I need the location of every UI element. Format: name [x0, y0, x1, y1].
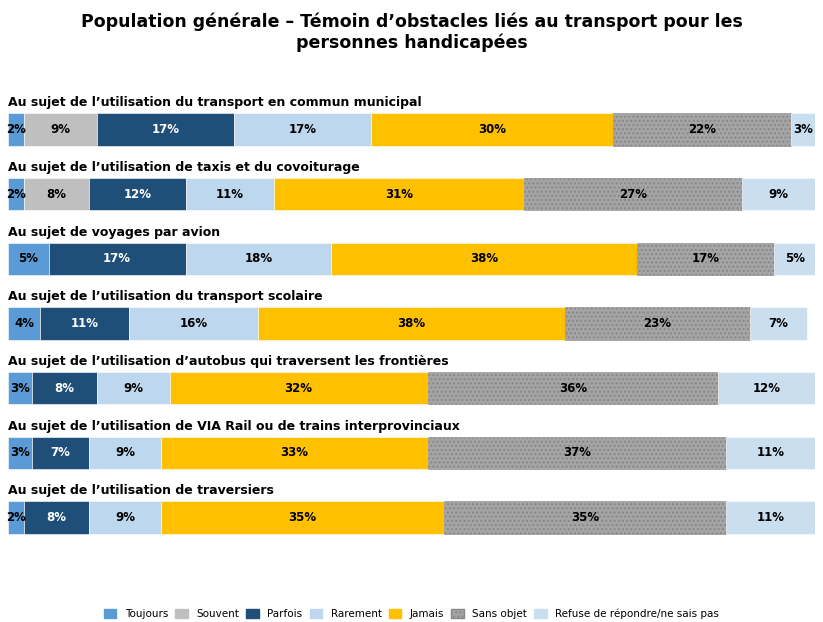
Text: Au sujet de l’utilisation d’autobus qui traversent les frontières: Au sujet de l’utilisation d’autobus qui …	[8, 355, 449, 368]
Bar	[8, 501, 25, 534]
Text: 38%: 38%	[470, 253, 498, 265]
Bar	[97, 372, 170, 404]
Bar	[718, 372, 815, 404]
Text: 32%: 32%	[285, 382, 313, 394]
Text: 9%: 9%	[123, 382, 143, 394]
Text: 27%: 27%	[619, 188, 648, 200]
Text: 23%: 23%	[644, 317, 672, 330]
Bar	[774, 243, 815, 275]
Text: 8%: 8%	[47, 511, 67, 524]
Bar	[524, 178, 742, 210]
Bar	[186, 243, 331, 275]
Bar	[751, 307, 807, 340]
Text: 33%: 33%	[281, 447, 309, 459]
Bar	[428, 437, 726, 469]
Text: 3%: 3%	[793, 123, 812, 136]
Text: Au sujet de voyages par avion: Au sujet de voyages par avion	[8, 226, 221, 239]
Text: 11%: 11%	[756, 511, 784, 524]
Bar	[8, 307, 40, 340]
Text: 16%: 16%	[179, 317, 207, 330]
Bar	[258, 307, 565, 340]
Bar	[161, 501, 444, 534]
Text: 11%: 11%	[756, 447, 784, 459]
Text: Population générale – Témoin d’obstacles liés au transport pour les
personnes ha: Population générale – Témoin d’obstacles…	[81, 12, 742, 52]
Text: 2%: 2%	[7, 188, 26, 200]
Bar	[97, 113, 234, 146]
Bar	[274, 178, 524, 210]
Bar	[40, 307, 129, 340]
Bar	[565, 307, 751, 340]
Bar	[234, 113, 371, 146]
Text: 8%: 8%	[47, 188, 67, 200]
Bar	[89, 178, 186, 210]
Bar	[742, 178, 815, 210]
Bar	[726, 501, 815, 534]
Bar	[637, 243, 774, 275]
Text: Au sujet de l’utilisation de traversiers: Au sujet de l’utilisation de traversiers	[8, 485, 274, 498]
Bar	[49, 243, 186, 275]
Text: 17%: 17%	[151, 123, 179, 136]
Text: 31%: 31%	[385, 188, 413, 200]
Legend: Toujours, Souvent, Parfois, Rarement, Jamais, Sans objet, Refuse de répondre/ne : Toujours, Souvent, Parfois, Rarement, Ja…	[104, 608, 719, 619]
Text: 17%: 17%	[289, 123, 317, 136]
Bar	[726, 437, 815, 469]
Text: 17%: 17%	[692, 253, 720, 265]
Bar	[186, 178, 274, 210]
Text: 35%: 35%	[289, 511, 317, 524]
Text: 9%: 9%	[51, 123, 71, 136]
Bar	[170, 372, 428, 404]
Bar	[444, 501, 726, 534]
Bar	[129, 307, 258, 340]
Bar	[25, 113, 97, 146]
Bar	[161, 437, 428, 469]
Bar	[25, 501, 89, 534]
Bar	[371, 113, 613, 146]
Text: 3%: 3%	[11, 382, 30, 394]
Text: 9%: 9%	[769, 188, 788, 200]
Text: Au sujet de l’utilisation du transport en commun municipal: Au sujet de l’utilisation du transport e…	[8, 96, 422, 109]
Text: 12%: 12%	[752, 382, 780, 394]
Bar	[89, 437, 161, 469]
Text: 2%: 2%	[7, 123, 26, 136]
Bar	[8, 437, 32, 469]
Text: 35%: 35%	[571, 511, 599, 524]
Bar	[791, 113, 815, 146]
Bar	[331, 243, 637, 275]
Bar	[32, 437, 89, 469]
Text: 18%: 18%	[244, 253, 272, 265]
Bar	[8, 372, 32, 404]
Text: 4%: 4%	[14, 317, 35, 330]
Bar	[613, 113, 791, 146]
Bar	[8, 243, 49, 275]
Text: 12%: 12%	[123, 188, 151, 200]
Text: 8%: 8%	[54, 382, 75, 394]
Bar	[8, 113, 25, 146]
Text: Au sujet de l’utilisation du transport scolaire: Au sujet de l’utilisation du transport s…	[8, 290, 323, 304]
Text: 30%: 30%	[478, 123, 506, 136]
Text: Au sujet de l’utilisation de taxis et du covoiturage: Au sujet de l’utilisation de taxis et du…	[8, 161, 360, 174]
Text: 3%: 3%	[11, 447, 30, 459]
Text: 37%: 37%	[563, 447, 591, 459]
Text: 11%: 11%	[71, 317, 99, 330]
Text: 2%: 2%	[7, 511, 26, 524]
Text: 17%: 17%	[103, 253, 131, 265]
Text: 36%: 36%	[559, 382, 587, 394]
Text: 7%: 7%	[51, 447, 71, 459]
Bar	[8, 178, 25, 210]
Bar	[25, 178, 89, 210]
Text: 5%: 5%	[18, 253, 39, 265]
Bar	[89, 501, 161, 534]
Bar	[428, 372, 718, 404]
Text: 9%: 9%	[115, 447, 135, 459]
Text: 38%: 38%	[398, 317, 425, 330]
Text: 22%: 22%	[688, 123, 716, 136]
Text: 5%: 5%	[784, 253, 805, 265]
Bar	[32, 372, 97, 404]
Text: 7%: 7%	[769, 317, 788, 330]
Text: 9%: 9%	[115, 511, 135, 524]
Text: 11%: 11%	[216, 188, 244, 200]
Text: Au sujet de l’utilisation de VIA Rail ou de trains interprovinciaux: Au sujet de l’utilisation de VIA Rail ou…	[8, 420, 460, 433]
